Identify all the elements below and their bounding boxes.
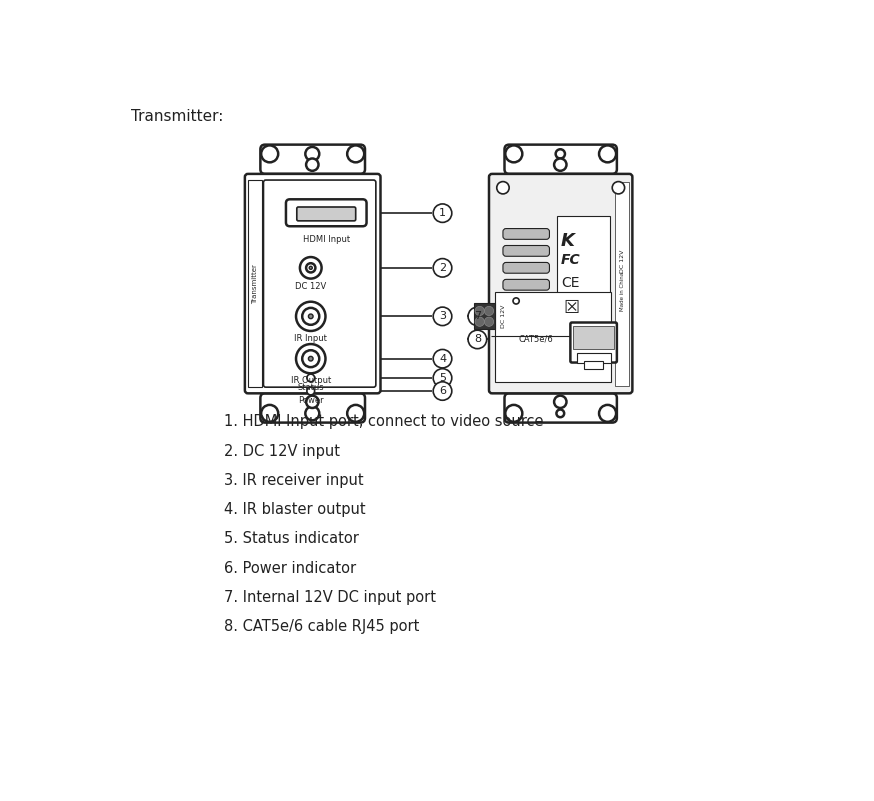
- FancyBboxPatch shape: [571, 323, 617, 363]
- Text: 7. Internal 12V DC input port: 7. Internal 12V DC input port: [224, 590, 436, 605]
- Text: 8: 8: [474, 335, 481, 344]
- Circle shape: [599, 405, 616, 422]
- Circle shape: [309, 266, 312, 269]
- Circle shape: [305, 406, 319, 421]
- Circle shape: [468, 330, 487, 348]
- Circle shape: [513, 298, 519, 304]
- Circle shape: [305, 147, 319, 161]
- Bar: [615, 182, 629, 385]
- FancyBboxPatch shape: [260, 145, 365, 174]
- Bar: [558, 216, 610, 355]
- FancyBboxPatch shape: [503, 280, 550, 290]
- Circle shape: [556, 149, 565, 159]
- FancyBboxPatch shape: [504, 145, 617, 174]
- Text: 3: 3: [439, 312, 446, 321]
- Bar: [248, 180, 262, 387]
- Circle shape: [468, 307, 487, 325]
- Circle shape: [434, 368, 452, 387]
- Circle shape: [296, 302, 325, 331]
- Text: 5: 5: [439, 373, 446, 383]
- Circle shape: [302, 350, 319, 367]
- Text: 8. CAT5e/6 cable RJ45 port: 8. CAT5e/6 cable RJ45 port: [224, 619, 420, 634]
- Text: 4. IR blaster output: 4. IR blaster output: [224, 502, 365, 517]
- Text: 3. IR receiver input: 3. IR receiver input: [224, 473, 364, 488]
- Text: CAT5e/6: CAT5e/6: [518, 335, 553, 344]
- Text: 4: 4: [439, 354, 446, 364]
- Text: 1. HDMI Input port, connect to video source: 1. HDMI Input port, connect to video sou…: [224, 414, 544, 429]
- Bar: [573, 325, 614, 348]
- Text: DC 12V: DC 12V: [620, 249, 625, 272]
- Circle shape: [496, 182, 510, 194]
- Circle shape: [302, 308, 319, 325]
- Circle shape: [484, 306, 494, 316]
- Circle shape: [434, 259, 452, 277]
- Text: Transmitter: Transmitter: [252, 264, 258, 304]
- Bar: [585, 361, 603, 368]
- Circle shape: [307, 374, 315, 382]
- Text: Power: Power: [298, 396, 323, 405]
- Circle shape: [475, 317, 484, 326]
- Circle shape: [300, 257, 322, 279]
- Circle shape: [606, 334, 617, 344]
- Circle shape: [306, 396, 318, 408]
- Bar: [496, 292, 612, 382]
- Text: 1: 1: [439, 208, 446, 218]
- Text: 5. Status indicator: 5. Status indicator: [224, 531, 359, 546]
- Text: FC: FC: [561, 253, 580, 268]
- Text: 2: 2: [439, 263, 446, 273]
- Circle shape: [347, 405, 364, 422]
- Text: 2. DC 12V input: 2. DC 12V input: [224, 444, 340, 459]
- Circle shape: [505, 405, 523, 422]
- Text: CE: CE: [561, 276, 579, 290]
- FancyBboxPatch shape: [489, 174, 633, 393]
- Circle shape: [475, 306, 484, 316]
- FancyBboxPatch shape: [503, 228, 550, 239]
- Circle shape: [434, 204, 452, 223]
- Text: Status: Status: [297, 384, 324, 392]
- Circle shape: [306, 264, 316, 272]
- FancyBboxPatch shape: [245, 174, 380, 393]
- Text: Transmitter:: Transmitter:: [131, 109, 224, 124]
- Text: IR Input: IR Input: [295, 334, 327, 343]
- Circle shape: [306, 159, 318, 171]
- Text: Made in China: Made in China: [620, 272, 625, 312]
- Circle shape: [434, 307, 452, 325]
- Text: IR Output: IR Output: [291, 376, 331, 385]
- Circle shape: [296, 344, 325, 373]
- Circle shape: [484, 317, 494, 326]
- Text: 7: 7: [474, 312, 481, 321]
- Circle shape: [261, 146, 278, 163]
- Circle shape: [434, 349, 452, 368]
- Text: DC 12V: DC 12V: [295, 282, 326, 291]
- FancyBboxPatch shape: [297, 207, 356, 221]
- Bar: [474, 304, 496, 329]
- Circle shape: [554, 396, 566, 408]
- Circle shape: [599, 146, 616, 163]
- Bar: [577, 353, 611, 363]
- Text: HDMI Input: HDMI Input: [302, 235, 350, 244]
- Text: K: K: [561, 231, 575, 250]
- Circle shape: [307, 387, 315, 395]
- Circle shape: [434, 382, 452, 400]
- Text: 6. Power indicator: 6. Power indicator: [224, 561, 356, 576]
- Circle shape: [309, 314, 313, 319]
- FancyBboxPatch shape: [260, 393, 365, 423]
- Circle shape: [554, 159, 566, 171]
- Circle shape: [612, 182, 625, 194]
- FancyBboxPatch shape: [503, 263, 550, 273]
- FancyBboxPatch shape: [504, 393, 617, 423]
- Circle shape: [505, 146, 523, 163]
- FancyBboxPatch shape: [503, 245, 550, 256]
- Circle shape: [309, 356, 313, 361]
- FancyBboxPatch shape: [286, 199, 366, 226]
- Circle shape: [347, 146, 364, 163]
- FancyBboxPatch shape: [263, 180, 376, 387]
- Text: 6: 6: [439, 386, 446, 396]
- Text: ☒: ☒: [564, 300, 579, 317]
- Circle shape: [261, 405, 278, 422]
- Circle shape: [557, 409, 565, 417]
- Text: DC 12V: DC 12V: [501, 304, 506, 328]
